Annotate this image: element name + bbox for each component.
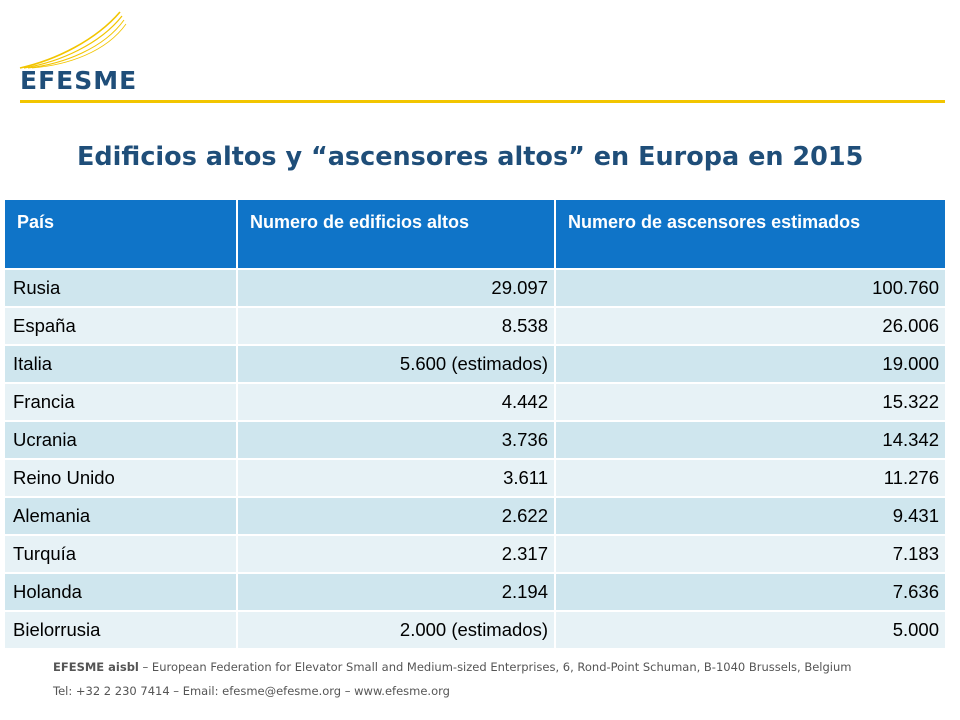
buildings-cell: 2.000 (estimados)	[237, 610, 556, 648]
elevators-cell: 19.000	[555, 344, 945, 383]
country-cell: Italia	[5, 344, 238, 383]
elevators-cell: 26.006	[555, 306, 945, 345]
elevators-cell: 100.760	[555, 268, 945, 307]
buildings-cell: 4.442	[237, 382, 556, 421]
buildings-cell: 3.611	[237, 458, 556, 497]
elevators-cell: 7.183	[555, 534, 945, 573]
table-row: Ucrania 3.736 14.342	[5, 420, 945, 459]
elevators-cell: 7.636	[555, 572, 945, 611]
elevators-cell: 11.276	[555, 458, 945, 497]
table-row: Bielorrusia 2.000 (estimados) 5.000	[5, 610, 945, 648]
table-row: Turquía 2.317 7.183	[5, 534, 945, 573]
footer-org-name: EFESME aisbl	[53, 660, 139, 674]
country-cell: Alemania	[5, 496, 238, 535]
country-cell: Bielorrusia	[5, 610, 238, 648]
buildings-cell: 8.538	[237, 306, 556, 345]
country-cell: Ucrania	[5, 420, 238, 459]
country-cell: Turquía	[5, 534, 238, 573]
table-row: Francia 4.442 15.322	[5, 382, 945, 421]
efesme-logo: EFESME	[16, 10, 156, 95]
elevators-cell: 5.000	[555, 610, 945, 648]
column-header: País	[5, 200, 238, 269]
column-header: Numero de ascensores estimados	[555, 200, 945, 269]
table-row: Italia 5.600 (estimados) 19.000	[5, 344, 945, 383]
table-row: Reino Unido 3.611 11.276	[5, 458, 945, 497]
buildings-cell: 2.194	[237, 572, 556, 611]
header-rule	[20, 100, 945, 103]
logo-swoosh-icon	[19, 11, 127, 69]
footer-address: EFESME aisbl – European Federation for E…	[53, 660, 851, 674]
logo-text: EFESME	[20, 66, 138, 95]
elevators-cell: 9.431	[555, 496, 945, 535]
buildings-cell: 2.622	[237, 496, 556, 535]
country-cell: Rusia	[5, 268, 238, 307]
country-cell: España	[5, 306, 238, 345]
footer-org-details: – European Federation for Elevator Small…	[138, 660, 852, 674]
buildings-cell: 2.317	[237, 534, 556, 573]
table-header-row: País Numero de edificios altos Numero de…	[5, 200, 945, 269]
table-row: España 8.538 26.006	[5, 306, 945, 345]
page-title: Edificios altos y “ascensores altos” en …	[77, 142, 864, 172]
table-row: Alemania 2.622 9.431	[5, 496, 945, 535]
buildings-cell: 3.736	[237, 420, 556, 459]
column-header: Numero de edificios altos	[237, 200, 556, 269]
country-cell: Reino Unido	[5, 458, 238, 497]
footer-contact: Tel: +32 2 230 7414 – Email: efesme@efes…	[53, 684, 450, 698]
table-row: Rusia 29.097 100.760	[5, 268, 945, 307]
elevators-cell: 15.322	[555, 382, 945, 421]
table-row: Holanda 2.194 7.636	[5, 572, 945, 611]
elevators-cell: 14.342	[555, 420, 945, 459]
country-cell: Holanda	[5, 572, 238, 611]
country-cell: Francia	[5, 382, 238, 421]
buildings-cell: 5.600 (estimados)	[237, 344, 556, 383]
buildings-cell: 29.097	[237, 268, 556, 307]
buildings-table: País Numero de edificios altos Numero de…	[5, 200, 945, 648]
